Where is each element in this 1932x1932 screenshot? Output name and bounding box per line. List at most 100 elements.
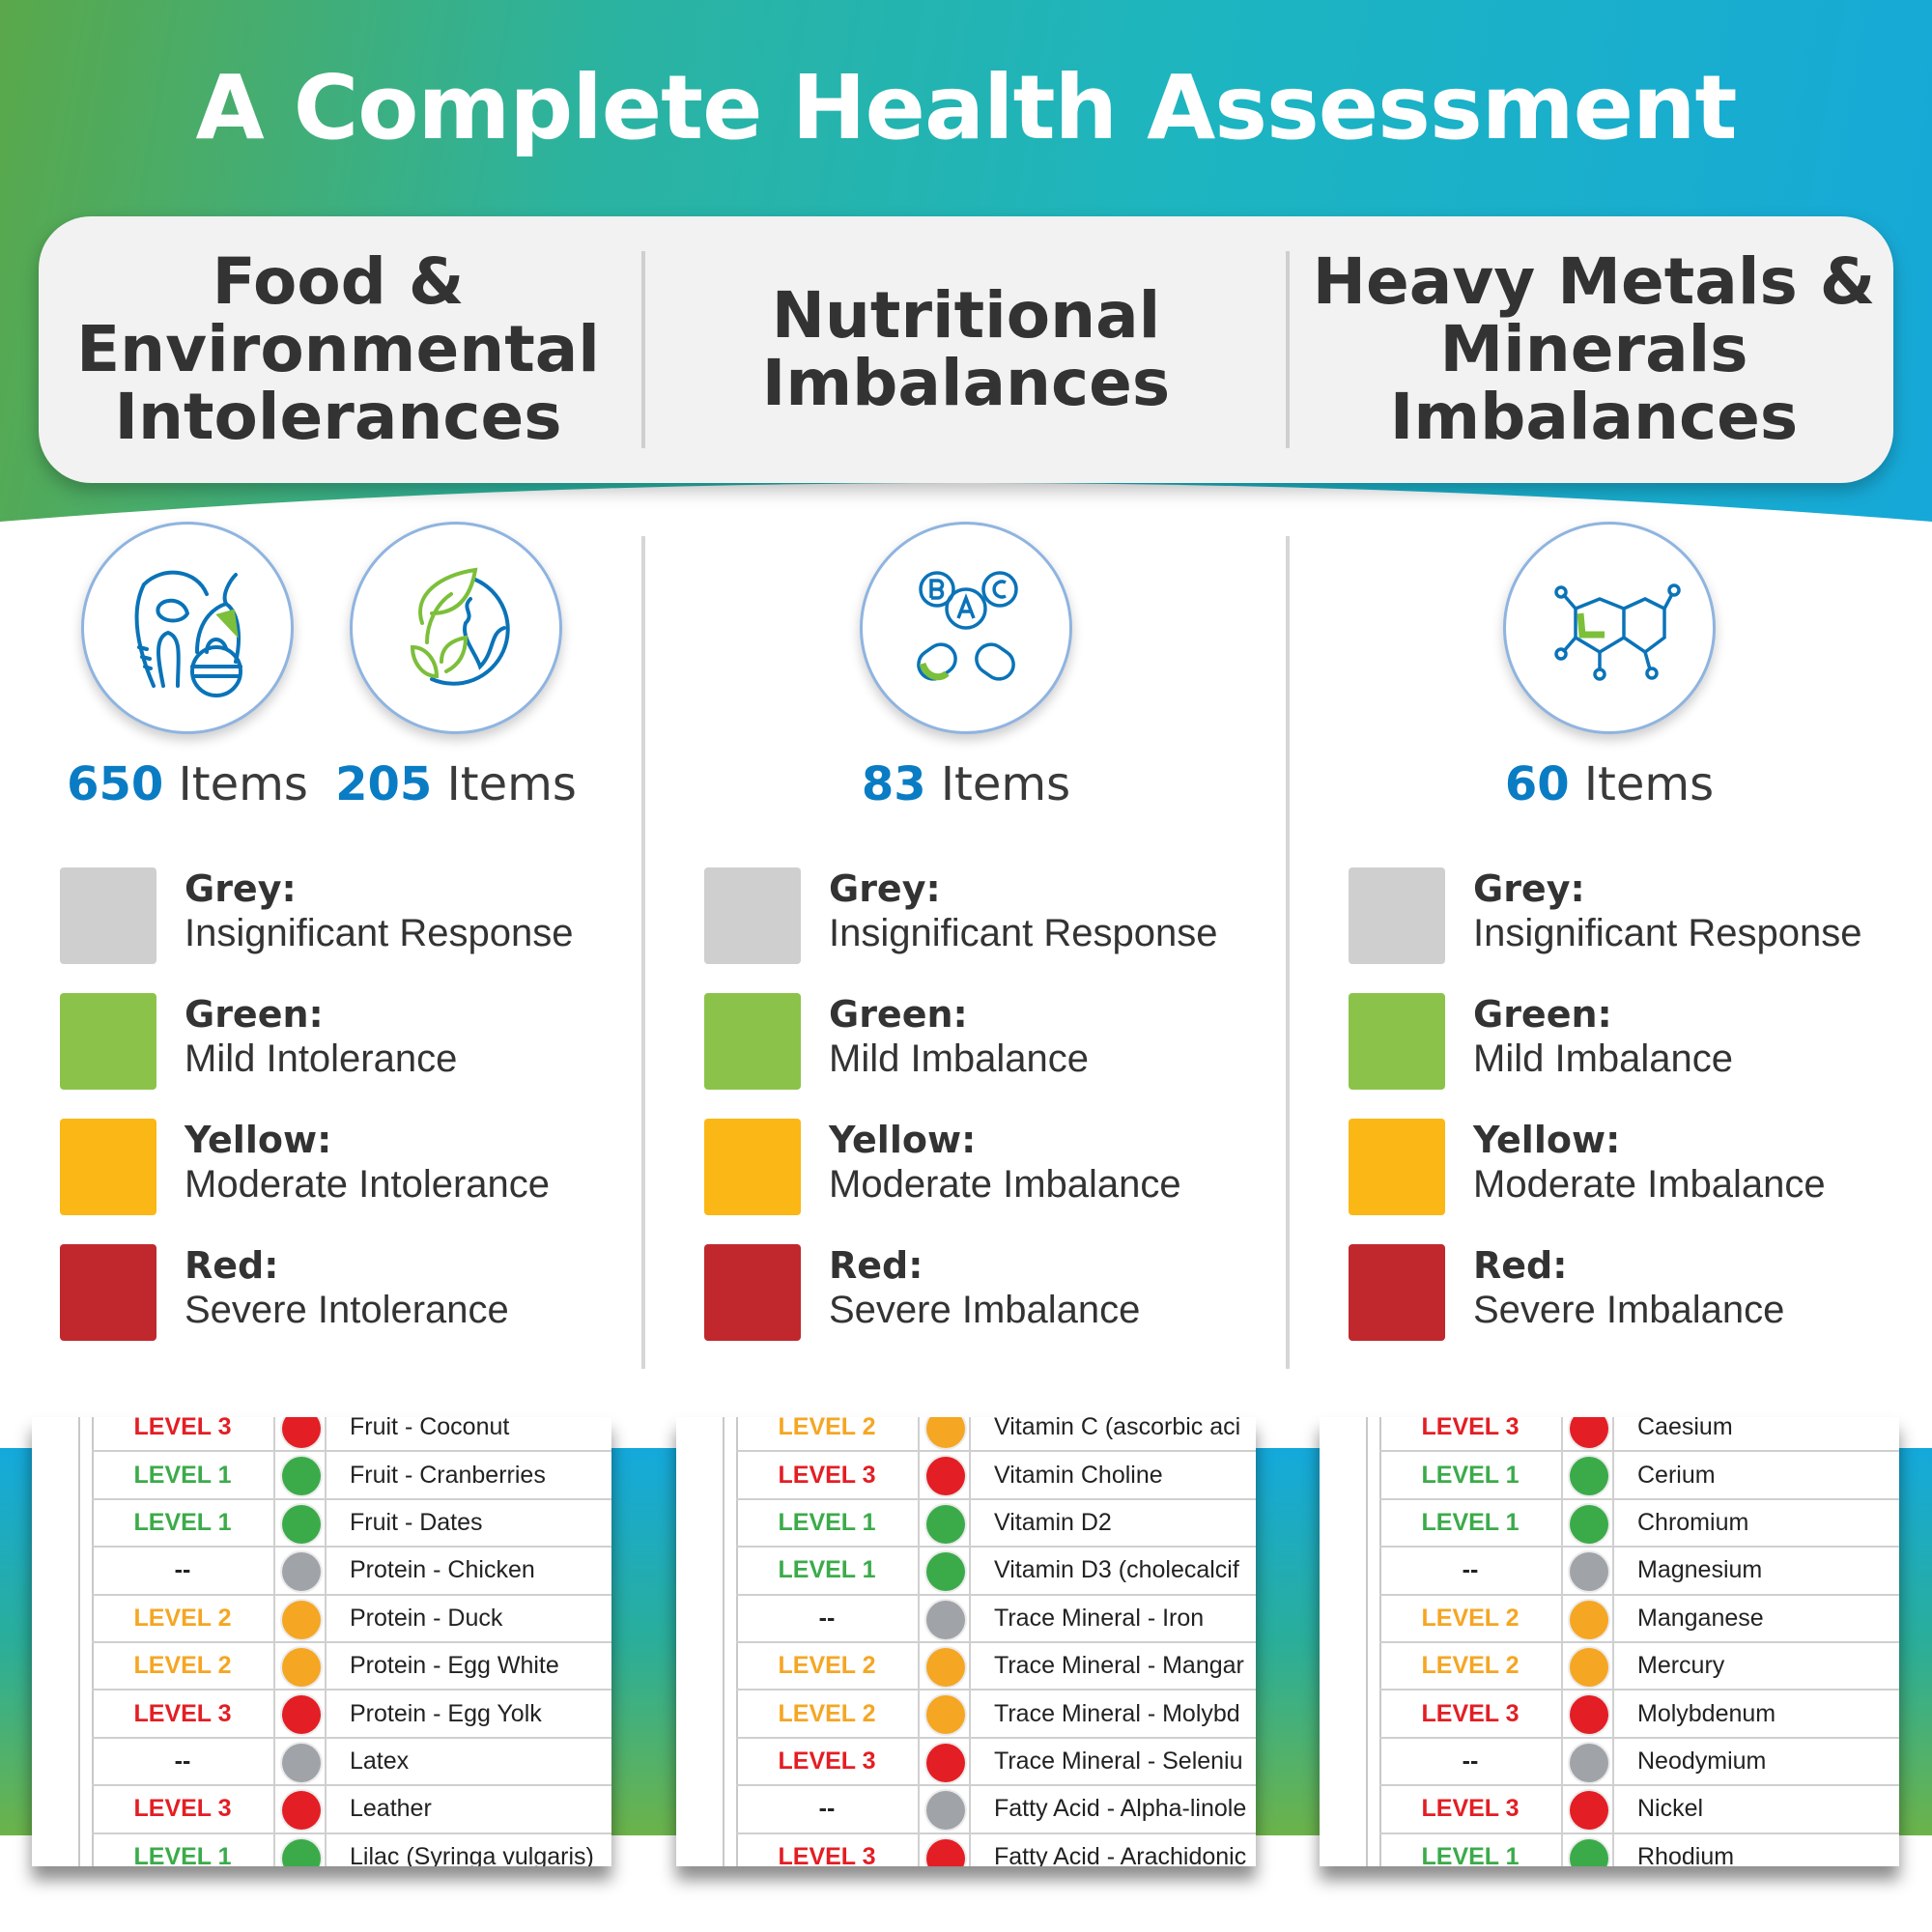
- item-name: Cerium: [1637, 1461, 1716, 1489]
- level-label: LEVEL 2: [736, 1690, 920, 1737]
- status-dot: [926, 1552, 965, 1592]
- level-label: LEVEL 1: [1379, 1833, 1563, 1866]
- table-row: LEVEL 3 Molybdenum: [1379, 1690, 1899, 1739]
- status-dot: [282, 1791, 321, 1831]
- item-name: Mercury: [1637, 1652, 1725, 1680]
- legend-description: Insignificant Response: [1473, 912, 1862, 954]
- table-line: [723, 1417, 724, 1866]
- level-label: LEVEL 3: [736, 1833, 920, 1866]
- legend-item: Yellow: Moderate Imbalance: [1349, 1119, 1889, 1225]
- status-dot: [1570, 1838, 1608, 1866]
- legend-item: Grey: Insignificant Response: [1349, 867, 1889, 974]
- level-label: LEVEL 3: [92, 1417, 275, 1451]
- cell-divider: [1612, 1452, 1614, 1498]
- legend-description: Moderate Imbalance: [829, 1163, 1181, 1206]
- legend-swatch: [1349, 867, 1445, 964]
- status-dot: [1570, 1600, 1608, 1639]
- level-label: LEVEL 3: [92, 1786, 275, 1833]
- table-row: LEVEL 2 Protein - Duck: [92, 1595, 611, 1643]
- legend-description: Severe Imbalance: [1473, 1289, 1785, 1331]
- status-dot: [282, 1417, 321, 1448]
- item-name: Vitamin D2: [994, 1508, 1112, 1536]
- legend-description: Mild Imbalance: [1473, 1037, 1734, 1080]
- legend-label: Green:: [185, 993, 324, 1036]
- status-dot: [282, 1552, 321, 1592]
- item-name: Vitamin Choline: [994, 1461, 1163, 1489]
- table-row: LEVEL 1 Vitamin D3 (cholecalcif: [736, 1548, 1256, 1596]
- item-name: Nickel: [1637, 1795, 1704, 1823]
- cell-divider: [325, 1786, 327, 1833]
- item-name: Fatty Acid - Arachidonic: [994, 1842, 1247, 1866]
- table-row: -- Protein - Chicken: [92, 1548, 611, 1596]
- level-label: LEVEL 2: [736, 1417, 920, 1451]
- level-label: LEVEL 2: [92, 1595, 275, 1641]
- level-label: LEVEL 1: [1379, 1452, 1563, 1498]
- level-label: LEVEL 1: [736, 1548, 920, 1594]
- status-dot: [282, 1457, 321, 1496]
- legend-swatch: [1349, 1119, 1445, 1215]
- cell-divider: [1612, 1595, 1614, 1641]
- table-row: LEVEL 1 Chromium: [1379, 1499, 1899, 1548]
- level-label: LEVEL 2: [1379, 1643, 1563, 1690]
- item-name: Caesium: [1637, 1417, 1733, 1441]
- status-dot: [282, 1838, 321, 1866]
- molecule-icon: [1503, 522, 1716, 734]
- table-row: LEVEL 3 Protein - Egg Yolk: [92, 1690, 611, 1739]
- status-dot: [926, 1457, 965, 1496]
- cell-divider: [969, 1595, 971, 1641]
- page-title: A Complete Health Assessment: [195, 56, 1738, 159]
- vitamins-icon: [860, 522, 1072, 734]
- item-count-nutritional: 83 Items: [861, 757, 1071, 811]
- status-dot: [926, 1695, 965, 1735]
- legend-swatch: [60, 1119, 156, 1215]
- food-icon: [81, 522, 294, 734]
- table-line: [1366, 1417, 1368, 1866]
- level-label: LEVEL 2: [92, 1643, 275, 1690]
- item-name: Trace Mineral - Molybd: [994, 1699, 1240, 1727]
- cell-divider: [325, 1595, 327, 1641]
- legend-label: Yellow:: [1473, 1119, 1621, 1161]
- item-name: Leather: [350, 1795, 432, 1823]
- legend-label: Yellow:: [829, 1119, 977, 1161]
- status-dot: [282, 1504, 321, 1544]
- cell-divider: [969, 1417, 971, 1451]
- item-name: Latex: [350, 1747, 410, 1775]
- cell-divider: [1612, 1643, 1614, 1690]
- table-row: LEVEL 1 Vitamin D2: [736, 1499, 1256, 1548]
- status-dot: [1570, 1504, 1608, 1544]
- results-table: LEVEL 3 Caesium LEVEL 1 Cerium LEVEL 1 C…: [1320, 1417, 1899, 1866]
- item-name: Neodymium: [1637, 1747, 1767, 1775]
- table-row: LEVEL 3 Leather: [92, 1786, 611, 1834]
- table-row: -- Latex: [92, 1738, 611, 1787]
- table-row: -- Neodymium: [1379, 1738, 1899, 1787]
- cell-divider: [325, 1548, 327, 1594]
- cell-divider: [969, 1738, 971, 1785]
- level-label: --: [1379, 1548, 1563, 1594]
- item-name: Manganese: [1637, 1604, 1764, 1632]
- level-label: LEVEL 3: [1379, 1786, 1563, 1833]
- table-line: [78, 1417, 80, 1866]
- legend-swatch: [60, 867, 156, 964]
- status-dot: [926, 1838, 965, 1866]
- level-label: --: [92, 1548, 275, 1594]
- status-dot: [1570, 1457, 1608, 1496]
- item-name: Fruit - Dates: [350, 1508, 483, 1536]
- cell-divider: [1612, 1833, 1614, 1866]
- item-name: Vitamin C (ascorbic aci: [994, 1417, 1241, 1441]
- status-dot: [926, 1648, 965, 1687]
- legend-label: Red:: [1473, 1244, 1568, 1287]
- level-label: LEVEL 3: [1379, 1690, 1563, 1737]
- heading-food-environmental: Food & Environmental Intolerances: [76, 244, 600, 454]
- results-table: LEVEL 2 Vitamin C (ascorbic aci LEVEL 3 …: [676, 1417, 1256, 1866]
- cell-divider: [969, 1499, 971, 1547]
- level-label: --: [736, 1595, 920, 1641]
- table-row: LEVEL 1 Cerium: [1379, 1452, 1899, 1500]
- cell-divider: [969, 1690, 971, 1737]
- legend-description: Mild Imbalance: [829, 1037, 1090, 1080]
- cell-divider: [1612, 1786, 1614, 1833]
- legend-label: Yellow:: [185, 1119, 332, 1161]
- table-row: LEVEL 3 Vitamin Choline: [736, 1452, 1256, 1500]
- cell-divider: [325, 1643, 327, 1690]
- cell-divider: [1612, 1690, 1614, 1737]
- legend-item: Green: Mild Intolerance: [60, 993, 601, 1099]
